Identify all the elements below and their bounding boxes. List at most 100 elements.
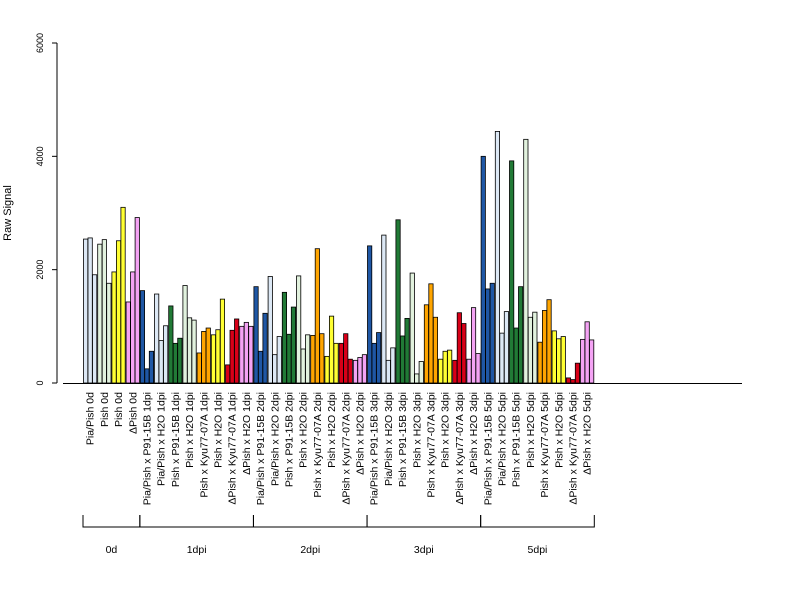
- group-brackets: 0d 1dpi 2dpi 3dpi 5dpi: [82, 515, 595, 556]
- bar: [447, 349, 453, 384]
- bar: [158, 340, 164, 384]
- x-tick-label: Pia/Pish x P91-15B 1dpi: [141, 392, 153, 505]
- bar: [97, 243, 103, 384]
- bar: [499, 332, 505, 384]
- bar: [134, 217, 140, 384]
- group-bracket: [252, 515, 368, 528]
- bar: [111, 271, 117, 384]
- bar: [343, 333, 349, 384]
- bar: [186, 317, 193, 384]
- y-tick-label: 4000: [35, 146, 45, 166]
- x-tick-label: ΔPish x H2O 2dpi: [354, 392, 366, 475]
- bar: [452, 359, 458, 384]
- bar: [438, 358, 444, 384]
- bar: [347, 358, 353, 384]
- x-tick-label: Pish x P91-15B 1dpi: [170, 392, 182, 487]
- x-tick-label: ΔPish x Kyu77-07A 5dpi: [567, 392, 579, 505]
- x-tick-label: ΔPish x H2O 1dpi: [241, 392, 253, 475]
- bar: [376, 332, 382, 384]
- bar: [513, 327, 519, 384]
- x-tick-label: ΔPish x H2O 5dpi: [582, 392, 594, 475]
- x-tick-label: Pish x H2O 1dpi: [212, 392, 224, 468]
- bar: [418, 361, 424, 384]
- bar: [139, 290, 146, 384]
- bar: [580, 338, 586, 384]
- bar: [466, 358, 472, 384]
- bar: [286, 333, 292, 384]
- bar: [281, 291, 287, 384]
- x-tick-label: Pish x H2O 3dpi: [440, 392, 452, 468]
- bar: [523, 138, 529, 384]
- bar: [239, 325, 245, 384]
- bar: [489, 282, 495, 384]
- bar: [219, 298, 226, 384]
- bar: [395, 219, 401, 384]
- bar: [125, 301, 131, 384]
- group-bracket: [480, 515, 595, 528]
- bar: [92, 274, 98, 384]
- group-bracket: [366, 515, 482, 528]
- bar: [570, 379, 576, 384]
- bar: [509, 160, 515, 384]
- bar: [253, 286, 259, 384]
- bar: [324, 355, 330, 384]
- bar: [300, 348, 306, 384]
- x-tick-label: Pish x Kyu77-07A 5dpi: [539, 392, 551, 498]
- group-label: 1dpi: [187, 544, 207, 556]
- x-tick-label: Pia/Pish 0d: [85, 392, 97, 445]
- bar: [101, 239, 107, 384]
- bar: [267, 276, 273, 384]
- bar: [257, 350, 264, 384]
- bar: [234, 318, 240, 384]
- bar: [328, 315, 335, 384]
- bar: [130, 271, 136, 384]
- bar: [414, 373, 420, 384]
- group-label: 3dpi: [414, 544, 434, 556]
- bar: [314, 248, 320, 384]
- x-tick-label: Pish x H2O 1dpi: [184, 392, 196, 468]
- x-tick-label: ΔPish x Kyu77-07A 3dpi: [454, 392, 466, 505]
- bar: [428, 283, 434, 384]
- y-axis-title: Raw Signal: [2, 185, 14, 241]
- bar: [163, 325, 169, 384]
- bar: [546, 299, 552, 384]
- bar: [404, 317, 410, 384]
- bar: [276, 336, 282, 384]
- group-bracket: [139, 515, 254, 528]
- x-tick-label: Pish x P91-15B 5dpi: [511, 392, 523, 487]
- bar: [475, 353, 481, 384]
- bar: [456, 312, 462, 384]
- bar: [262, 312, 268, 384]
- bar: [385, 359, 391, 384]
- x-tick-labels: Pia/Pish 0d Pish 0d Pish 0d ΔPish 0d Pia/Pis…: [85, 392, 594, 505]
- bar: [305, 334, 311, 384]
- x-tick-label: Pish 0d: [113, 392, 125, 427]
- bar: [154, 293, 160, 384]
- group-bracket: [82, 515, 141, 528]
- bar: [432, 316, 438, 384]
- bar: [144, 368, 150, 384]
- bar: [201, 331, 207, 384]
- bar: [470, 307, 477, 384]
- bar: [172, 342, 178, 384]
- x-tick-label: Pia/Pish x H2O 2dpi: [269, 392, 281, 486]
- bar: [390, 347, 396, 384]
- x-tick-label: Pish x P91-15B 2dpi: [283, 392, 295, 487]
- bar: [367, 245, 373, 384]
- y-tick-label: 2000: [35, 260, 45, 280]
- bar: [205, 327, 211, 384]
- group-label: 5dpi: [528, 544, 548, 556]
- bar: [357, 357, 363, 384]
- bar: [210, 334, 217, 384]
- bar: [333, 342, 339, 384]
- bar: [177, 337, 183, 384]
- bar: [461, 323, 467, 384]
- x-tick-label: ΔPish x H2O 3dpi: [468, 392, 480, 475]
- bar: [290, 306, 296, 384]
- x-tick-label: ΔPish x Kyu77-07A 1dpi: [227, 392, 239, 505]
- bar: [87, 237, 93, 384]
- x-tick-label: Pia/Pish x H2O 5dpi: [496, 392, 508, 486]
- bar: [381, 234, 387, 384]
- bar: [532, 311, 538, 384]
